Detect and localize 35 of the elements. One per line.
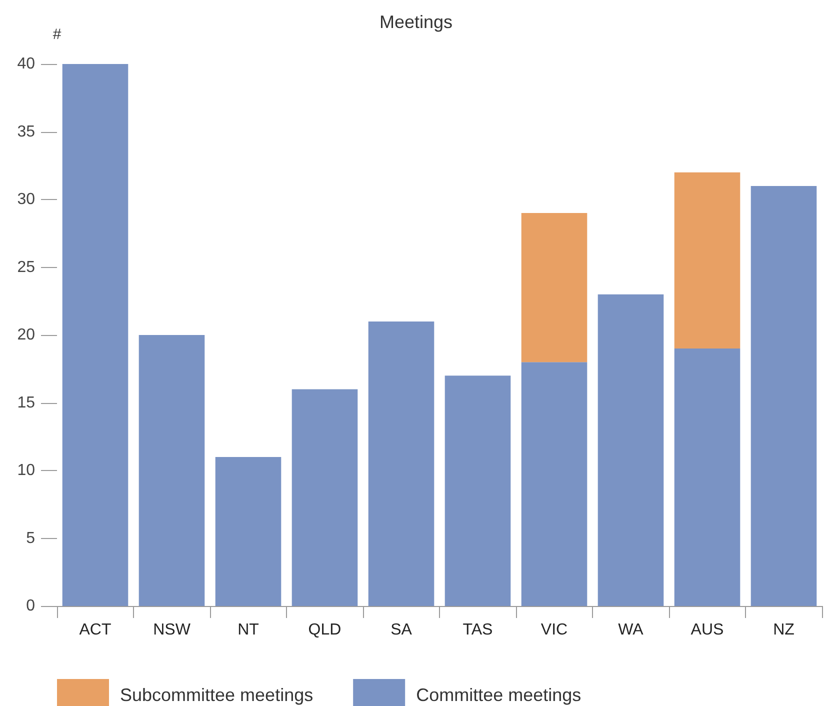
x-tick-label: NZ — [773, 622, 795, 638]
y-tick-label: 20 — [17, 326, 36, 344]
bar — [521, 362, 588, 606]
y-axis-title: # — [52, 26, 62, 43]
bar — [674, 172, 740, 349]
bar — [674, 348, 740, 606]
bar — [368, 321, 434, 606]
x-tick-label: NSW — [153, 622, 192, 638]
x-tick-label: NT — [238, 622, 260, 638]
x-tick-label: ACT — [79, 622, 112, 638]
bar — [750, 186, 817, 606]
x-tick-label: SA — [390, 622, 412, 638]
bar — [62, 64, 128, 606]
y-tick-label: 0 — [26, 598, 36, 614]
x-tick-label: AUS — [690, 622, 724, 638]
y-tick-label: 35 — [17, 123, 36, 140]
bar — [444, 376, 511, 606]
bar — [215, 456, 282, 606]
x-tick-label: QLD — [308, 622, 342, 638]
bar — [292, 389, 358, 606]
bar — [138, 335, 205, 606]
y-tick-label: 5 — [26, 530, 36, 547]
y-tick-label: 25 — [17, 258, 36, 276]
y-tick-label: 40 — [17, 56, 36, 72]
legend-label: Subcommittee meetings — [120, 685, 314, 705]
bar — [521, 213, 588, 362]
y-tick-label: 15 — [17, 394, 36, 412]
x-tick-label: WA — [618, 622, 644, 638]
x-tick-label: TAS — [462, 622, 493, 638]
y-tick-label: 30 — [17, 191, 36, 208]
chart-title: Meetings — [379, 12, 453, 32]
legend-label: Committee meetings — [416, 685, 582, 705]
y-tick-label: 10 — [17, 462, 36, 479]
bar — [598, 294, 664, 606]
x-tick-label: VIC — [540, 622, 568, 638]
